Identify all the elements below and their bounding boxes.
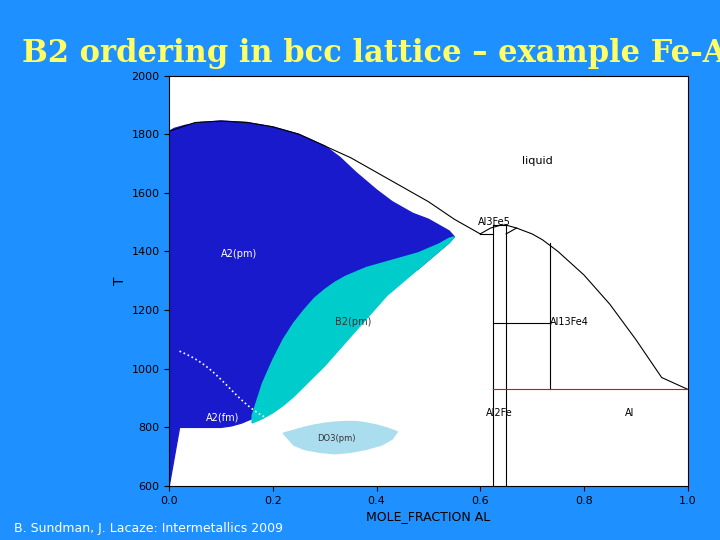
Text: A2(pm): A2(pm) (221, 249, 257, 259)
Polygon shape (169, 121, 454, 486)
Text: Al2Fe: Al2Fe (485, 408, 512, 417)
Y-axis label: T: T (113, 276, 127, 285)
Text: Al3Fe5: Al3Fe5 (477, 217, 510, 226)
Text: Al13Fe4: Al13Fe4 (550, 317, 589, 327)
Text: Al: Al (626, 408, 635, 417)
Text: DO3(pm): DO3(pm) (317, 434, 356, 443)
Text: A2(fm): A2(fm) (205, 412, 239, 422)
Text: liquid: liquid (522, 156, 552, 166)
Text: B2(pm): B2(pm) (335, 317, 372, 327)
Text: B. Sundman, J. Lacaze: Intermetallics 2009: B. Sundman, J. Lacaze: Intermetallics 20… (14, 522, 284, 535)
Polygon shape (252, 237, 454, 423)
X-axis label: MOLE_FRACTION AL: MOLE_FRACTION AL (366, 510, 490, 523)
Polygon shape (283, 422, 397, 454)
Text: B2 ordering in bcc lattice – example Fe-Al system: B2 ordering in bcc lattice – example Fe-… (22, 38, 720, 69)
